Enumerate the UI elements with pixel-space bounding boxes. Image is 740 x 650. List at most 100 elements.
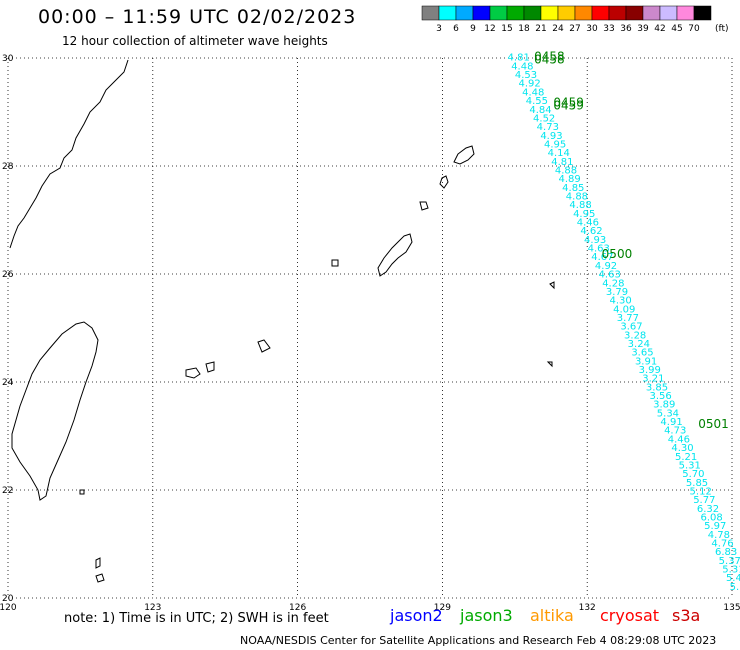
wave-height-label: 4.46 [577, 218, 599, 229]
legend-swatch [455, 5, 474, 21]
legend-swatch [506, 5, 525, 21]
satellite-label-jason3: jason3 [460, 606, 513, 625]
amami-island [453, 145, 475, 165]
wave-height-label: 3.21 [642, 374, 664, 385]
latitude-tick-label: 28 [2, 162, 14, 172]
latitude-tick-label: 26 [2, 270, 14, 280]
wave-height-label: 4.73 [664, 426, 686, 437]
wave-height-label: 3.28 [624, 330, 646, 341]
legend-swatch [642, 5, 661, 21]
wave-height-label: 4.92 [595, 261, 617, 272]
island-small-1 [439, 175, 449, 189]
time-label: 0459 [553, 98, 584, 112]
legend-tick-label: 24 [552, 24, 564, 34]
wave-height-label: 4.48 [522, 87, 544, 98]
legend-swatch [557, 5, 576, 21]
longitude-tick-label: 135 [723, 603, 740, 613]
wave-height-label: 4.48 [511, 61, 533, 72]
wave-height-label: 3.24 [628, 339, 650, 350]
wave-height-label: 4.93 [584, 235, 606, 246]
legend-swatch [693, 5, 712, 21]
wave-height-label: 4.30 [609, 296, 631, 307]
legend-tick-label: 18 [518, 24, 530, 34]
legend-tick-label: 30 [586, 24, 598, 34]
wave-height-label: 4.84 [529, 105, 551, 116]
wave-height-label: 6.83 [715, 547, 737, 558]
legend-swatch [574, 5, 593, 21]
wave-height-label: 4.28 [602, 278, 624, 289]
wave-height-label: 4.93 [540, 131, 562, 142]
island-small-2 [331, 259, 339, 267]
satellite-label-altika: altika [530, 606, 574, 625]
longitude-tick-label: 132 [579, 603, 596, 613]
legend-swatch [608, 5, 627, 21]
legend-tick-label: 45 [671, 24, 682, 34]
legend-tick-label: 21 [535, 24, 546, 34]
wave-height-label: 4.85 [562, 183, 584, 194]
island-small-6 [79, 489, 85, 495]
wave-height-label: 5.4 [726, 573, 740, 584]
time-label: 0458 [534, 50, 565, 64]
wave-height-label: 5.12 [690, 486, 712, 497]
legend-tick-label: 36 [620, 24, 632, 34]
latitude-tick-label: 22 [2, 486, 13, 496]
wave-height-label: 4.30 [671, 443, 693, 454]
graticule [7, 57, 733, 599]
time-label: 0500 [602, 247, 633, 261]
satellite-track: 4.814.484.534.924.484.554.844.524.734.93… [508, 53, 740, 593]
legend-swatch [523, 5, 542, 21]
longitude-tick-label: 129 [434, 603, 451, 613]
wave-height-label: 4.91 [660, 417, 682, 428]
wave-height-label: 3.56 [650, 391, 672, 402]
legend-tick-label: 3 [436, 24, 442, 34]
wave-height-label: 5.37 [719, 556, 740, 567]
legend-tick-label: 9 [470, 24, 476, 34]
longitude-tick-label: 123 [144, 603, 161, 613]
wave-height-label: 5.21 [675, 452, 697, 463]
wave-height-label: 3.79 [606, 287, 628, 298]
wave-height-label: 4.73 [537, 122, 559, 133]
legend-tick-label: 12 [484, 24, 495, 34]
satellite-label-cryosat: cryosat [600, 606, 660, 625]
legend-swatch [438, 5, 457, 21]
wave-height-label: 4.62 [580, 226, 602, 237]
legend-unit: (ft) [715, 24, 729, 34]
latitude-tick-label: 30 [2, 54, 14, 64]
time-label: 0458 [534, 52, 565, 66]
wave-height-label: 4.09 [613, 304, 635, 315]
wave-height-label: 3.89 [653, 400, 675, 411]
wave-height-label: 5.31 [722, 565, 740, 576]
island-small-3 [419, 201, 429, 211]
wave-height-label: 5.77 [693, 495, 715, 506]
legend-tick-label: 42 [654, 24, 665, 34]
credit-line: NOAA/NESDIS Center for Satellite Applica… [240, 634, 717, 647]
wave-height-label: 4.52 [533, 113, 555, 124]
ryukyu-okinawa [377, 233, 413, 277]
wave-height-label: 4.46 [668, 434, 690, 445]
wave-height-label: 4.81 [551, 157, 573, 168]
longitude-tick-label: 120 [0, 603, 17, 613]
legend-tick-label: 33 [603, 24, 614, 34]
yaeyama-islands [185, 361, 215, 379]
legend-tick-label: 15 [501, 24, 512, 34]
wave-height-label: 6.08 [700, 512, 722, 523]
wave-height-label: 5.97 [704, 521, 726, 532]
wave-height-label: 4.63 [588, 244, 610, 255]
legend-tick-label: 6 [453, 24, 459, 34]
wave-height-label: 3.77 [617, 313, 639, 324]
legend-swatch [472, 5, 491, 21]
wave-height-label: 4.88 [569, 200, 591, 211]
longitude-tick-label: 126 [289, 603, 306, 613]
satellite-label-jason2: jason2 [390, 606, 443, 625]
wave-height-label: 4.89 [559, 174, 581, 185]
wave-height-label: 4.88 [555, 165, 577, 176]
island-small-4 [95, 557, 105, 583]
legend-swatch [421, 5, 440, 21]
wave-height-label: 4.63 [599, 270, 621, 281]
wave-height-label: 4.53 [515, 70, 537, 81]
wave-height-label: 3.65 [631, 348, 653, 359]
wave-height-label: 4.76 [711, 539, 733, 550]
wave-height-label: 4.95 [544, 139, 566, 150]
legend-tick-label: 39 [637, 24, 649, 34]
